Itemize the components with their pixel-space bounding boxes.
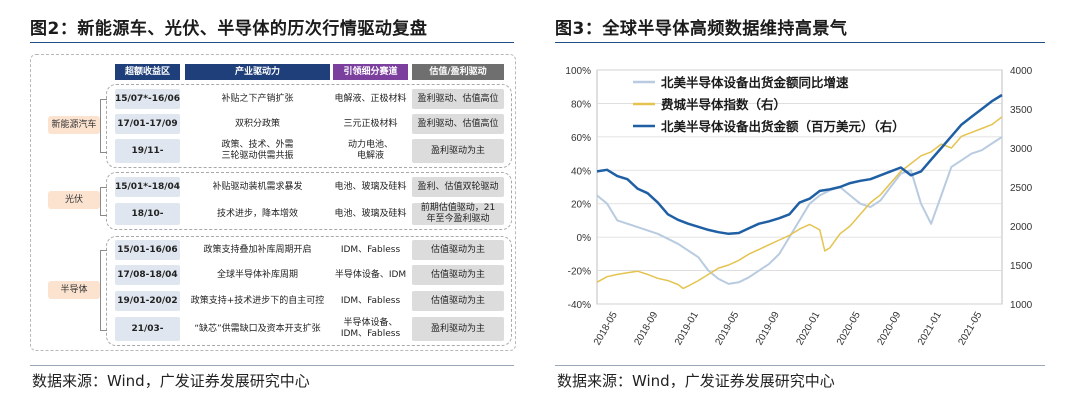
left-table-frame bbox=[30, 54, 516, 351]
left-axis-tick-label: 60% bbox=[571, 133, 591, 144]
series-line-1 bbox=[596, 136, 1003, 285]
section-label: 光伏 bbox=[48, 191, 100, 209]
row-segment: IDM、Fabless bbox=[340, 295, 401, 306]
legend-label-3: 北美半导体设备出货金额（百万美元）（右） bbox=[661, 119, 905, 134]
right-axis-tick-label: 1000 bbox=[1010, 300, 1033, 311]
row-driver: 估值驱动为主 bbox=[412, 291, 504, 311]
row-segment: 三元正极材料 bbox=[343, 118, 398, 129]
row-period: 17/08-18/04 bbox=[115, 265, 180, 285]
row-segment: 电池、玻璃及硅料 bbox=[334, 181, 407, 192]
series-line-3 bbox=[596, 93, 1003, 236]
left-axis-tick-label: 0% bbox=[577, 233, 592, 244]
left-axis-tick-label: -40% bbox=[568, 300, 591, 311]
left-title-rule bbox=[30, 42, 514, 43]
semiconductor-line-chart: 100% 80% 60% 40% 20% 0% -20% -40% 4000 3500 3000 25… bbox=[565, 66, 1033, 348]
row-period: 15/01-16/06 bbox=[115, 240, 180, 260]
row-logic: 补贴驱动装机需求暴发 bbox=[212, 181, 303, 192]
x-axis-tick-label: 2019-01 bbox=[673, 310, 701, 348]
row-driver: 盈利、估值双轮驱动 bbox=[412, 177, 504, 197]
row-logic: 政策支持+技术进步下的自主可控 bbox=[190, 295, 325, 306]
header-period: 超额收益区 bbox=[115, 64, 180, 80]
section-label: 新能源汽车 bbox=[48, 116, 100, 134]
x-axis-tick-label: 2019-05 bbox=[713, 310, 741, 348]
right-axis-tick-label: 3000 bbox=[1010, 144, 1033, 155]
x-axis-tick-label: 2021-05 bbox=[956, 310, 984, 348]
row-driver: 估值驱动为主 bbox=[412, 240, 504, 260]
x-axis-tick-label: 2020-05 bbox=[835, 310, 863, 348]
row-logic: 全球半导体补库周期 bbox=[216, 269, 298, 280]
row-segment: 半导体设备、 IDM、Fabless bbox=[340, 318, 401, 339]
right-source-rule bbox=[555, 365, 1045, 366]
row-segment: 电解液、正极材料 bbox=[334, 93, 407, 104]
left-figure-title: 图2：新能源车、光伏、半导体的历次行情驱动复盘 bbox=[30, 19, 428, 39]
row-driver: 前期估值驱动，21 年至今盈利驱动 bbox=[412, 203, 504, 225]
row-period: 15/01*-18/04 bbox=[115, 177, 180, 197]
row-segment: 动力电池、 电解液 bbox=[347, 140, 393, 161]
row-logic: 补贴之下产销扩张 bbox=[221, 93, 294, 104]
right-axis-tick-label: 4000 bbox=[1010, 66, 1033, 77]
header-logic: 产业驱动力 bbox=[185, 64, 330, 80]
row-logic: 双积分政策 bbox=[234, 118, 280, 129]
row-period: 21/03- bbox=[115, 317, 180, 341]
section-bracket bbox=[100, 250, 107, 331]
left-axis-tick-label: 100% bbox=[565, 66, 591, 77]
left-source: 数据来源：Wind，广发证券发展研究中心 bbox=[32, 372, 310, 390]
row-segment: 电池、玻璃及硅料 bbox=[334, 208, 407, 219]
right-axis-tick-label: 3500 bbox=[1010, 105, 1033, 116]
row-logic: “缺芯”供需缺口及资本开支扩张 bbox=[194, 323, 321, 334]
right-axis-tick-label: 2500 bbox=[1010, 183, 1033, 194]
x-axis-tick-label: 2018-05 bbox=[592, 310, 620, 348]
left-source-rule bbox=[30, 365, 514, 366]
series-line-2 bbox=[596, 116, 1003, 290]
row-period: 19/11- bbox=[115, 139, 180, 163]
section-label: 半导体 bbox=[48, 281, 100, 299]
row-period: 15/07*-16/06 bbox=[115, 89, 180, 109]
x-axis-tick-label: 2020-01 bbox=[794, 310, 822, 348]
x-axis-tick-label: 2021-01 bbox=[916, 310, 944, 348]
left-axis-tick-label: 40% bbox=[571, 166, 591, 177]
row-driver: 盈利驱动为主 bbox=[412, 317, 504, 341]
x-axis-tick-label: 2019-09 bbox=[754, 310, 782, 348]
header-driver: 估值/盈利驱动 bbox=[412, 64, 504, 80]
left-axis-tick-label: -20% bbox=[568, 267, 591, 278]
legend-label-2: 费城半导体指数（右） bbox=[661, 97, 786, 112]
right-title-rule bbox=[555, 42, 1045, 43]
row-driver: 估值驱动为主 bbox=[412, 265, 504, 285]
left-axis-tick-label: 20% bbox=[571, 200, 591, 211]
row-logic: 技术进步，降本增效 bbox=[216, 208, 298, 219]
row-segment: 半导体设备、IDM bbox=[334, 269, 407, 280]
section-bracket bbox=[100, 99, 107, 153]
right-figure-title: 图3：全球半导体高频数据维持高景气 bbox=[555, 19, 848, 39]
row-logic: 政策支持叠加补库周期开启 bbox=[203, 244, 312, 255]
row-segment: IDM、Fabless bbox=[340, 244, 401, 255]
header-segment: 引领细分赛道 bbox=[333, 64, 408, 80]
legend-label-1: 北美半导体设备出货金额同比增速 bbox=[661, 75, 849, 90]
x-axis-tick-label: 2020-09 bbox=[875, 310, 903, 348]
x-axis-tick-label: 2018-09 bbox=[632, 310, 660, 348]
row-driver: 盈利驱动为主 bbox=[412, 139, 504, 163]
left-axis-tick-label: 80% bbox=[571, 99, 591, 110]
row-driver: 盈利驱动、估值高位 bbox=[412, 89, 504, 109]
row-period: 17/01-17/09 bbox=[115, 114, 180, 134]
right-axis-tick-label: 2000 bbox=[1010, 222, 1033, 233]
row-logic: 政策、技术、外需 三轮驱动供需共振 bbox=[221, 140, 294, 161]
right-source: 数据来源：Wind，广发证券发展研究中心 bbox=[557, 372, 835, 390]
right-axis-tick-label: 1500 bbox=[1010, 261, 1033, 272]
section-bracket bbox=[100, 187, 107, 216]
row-period: 18/10- bbox=[115, 203, 180, 225]
row-period: 19/01-20/02 bbox=[115, 291, 180, 311]
row-driver: 盈利驱动、估值高位 bbox=[412, 114, 504, 134]
plot-border bbox=[596, 69, 1003, 305]
